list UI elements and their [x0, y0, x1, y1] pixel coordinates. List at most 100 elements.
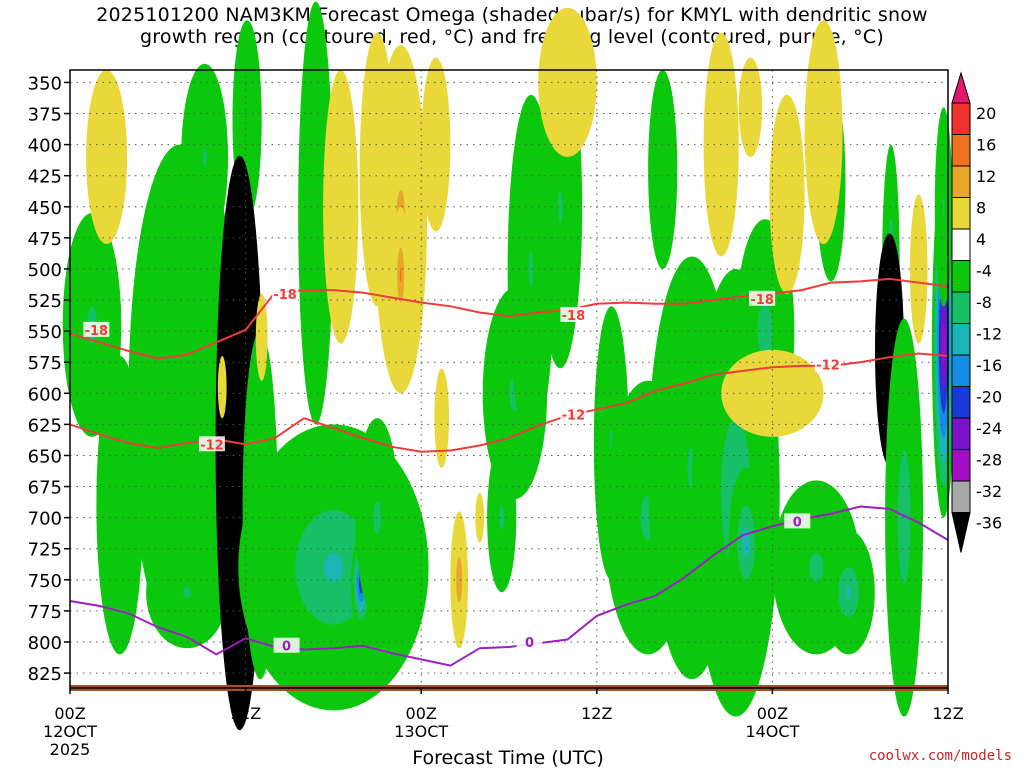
y-axis: 350 375 400 425 450 475 500 525 550 575 600 625 650 6…	[28, 73, 70, 685]
x-tick-label-60: 12Z	[932, 704, 963, 723]
omega-cell-41-band-0	[434, 368, 450, 468]
contour-label-2: -18	[562, 309, 586, 324]
y-tick-label-575: 575	[28, 353, 62, 374]
colorbar-label-12: -32	[976, 482, 1002, 501]
colorbar-segment-9	[951, 354, 971, 387]
colorbar-segment-7	[951, 291, 971, 324]
omega-cell-3-band-1	[183, 586, 192, 598]
chart-title: 2025101200 NAM3KM Forecast Omega (shaded…	[0, 4, 1024, 48]
contour-label-bg-5	[560, 406, 587, 422]
y-tick-label-350: 350	[28, 73, 62, 94]
colorbar-label-6: -8	[976, 293, 992, 312]
omega-cell-30-band-6	[942, 322, 945, 365]
omega-cell-38-band-2	[399, 268, 402, 283]
isotherm-minus18-line	[69, 277, 949, 360]
colorbar-label-13: -36	[976, 514, 1002, 533]
y-tick-label-375: 375	[28, 105, 62, 126]
plot-frame	[69, 69, 949, 689]
omega-cell-12-band-0	[298, 1, 334, 425]
omega-cell-16-band-1	[558, 190, 563, 223]
y-tick-label-625: 625	[28, 415, 62, 436]
omega-cell-39-band-0	[421, 57, 451, 232]
x-tick-label-12: 12Z	[230, 704, 261, 723]
omega-cell-33-band-0	[217, 356, 227, 419]
x-tick-label-48: 00Z	[757, 704, 788, 723]
omega-cell-45-band-0	[738, 57, 763, 157]
x-tick-label-24: 00Z	[406, 704, 437, 723]
omega-shading	[62, 1, 956, 731]
omega-cell-24-band-1	[809, 552, 824, 582]
contour-label-bg-8	[516, 633, 543, 649]
colorbar: 20 16 12 8 4 -4 -8 -12 -16 -20 -24 -28 -32 -36	[951, 71, 1002, 553]
omega-cell-11-band-1	[373, 500, 381, 535]
omega-cell-46-band-0	[769, 94, 805, 294]
contour-label-6: -12	[816, 359, 840, 374]
y-tick-label-450: 450	[28, 198, 62, 219]
x-tick-date-48: 14OCT	[745, 722, 799, 741]
omega-cell-40-band-1	[456, 556, 463, 603]
contour-label-9: 0	[793, 515, 802, 530]
contour-label-1: -18	[273, 288, 297, 303]
colorbar-segment-2	[951, 134, 971, 167]
contour-label-8: 0	[525, 636, 534, 651]
contour-label-bg-7	[273, 637, 300, 653]
omega-cell-4-band-1	[202, 147, 207, 167]
colorbar-label-5: -4	[976, 262, 992, 281]
contour-label-4: -12	[200, 438, 224, 453]
y-tick-label-725: 725	[28, 540, 62, 561]
y-tick-label-525: 525	[28, 291, 62, 312]
colorbar-label-1: 16	[976, 136, 996, 155]
contour-label-0: -18	[85, 324, 109, 339]
colorbar-segment-5	[951, 228, 971, 261]
y-tick-label-700: 700	[28, 509, 62, 530]
contour-label-bg-1	[272, 285, 299, 301]
y-tick-label-400: 400	[28, 136, 62, 157]
chart-title-line-1: 2025101200 NAM3KM Forecast Omega (shaded…	[96, 4, 928, 26]
omega-cell-14-band-1	[499, 505, 505, 530]
colorbar-top-arrow	[951, 71, 971, 104]
colorbar-segment-6	[951, 260, 971, 293]
colorbar-label-0: 20	[976, 104, 996, 123]
y-tick-label-650: 650	[28, 446, 62, 467]
omega-cell-35-band-0	[323, 70, 359, 344]
y-tick-label-425: 425	[28, 167, 62, 188]
x-tick-date-0: 12OCT	[43, 722, 97, 741]
colorbar-label-8: -16	[976, 356, 1002, 375]
y-tick-label-825: 825	[28, 664, 62, 685]
omega-cell-34-band-0	[255, 293, 268, 381]
x-axis-label: Forecast Time (UTC)	[412, 747, 603, 768]
colorbar-segment-1	[951, 102, 971, 135]
contour-label-bg-2	[560, 306, 587, 322]
x-tick-date-24: 13OCT	[394, 722, 448, 741]
contour-label-bg-3	[749, 290, 776, 306]
y-tick-label-475: 475	[28, 229, 62, 250]
omega-cell-32-band-0	[86, 70, 128, 244]
omega-cell-15-band-1	[528, 251, 534, 287]
colorbar-label-11: -28	[976, 451, 1002, 470]
colorbar-segment-13	[951, 480, 971, 513]
omega-cell-43-band-0	[538, 7, 597, 157]
x-tick-year-0: 2025	[50, 740, 91, 759]
colorbar-label-3: 8	[976, 199, 986, 218]
x-tick-label-0: 00Z	[54, 704, 85, 723]
contour-label-3: -18	[750, 293, 774, 308]
contour-label-bg-4	[198, 436, 225, 452]
colorbar-label-4: 4	[976, 230, 986, 249]
contour-label-bg-6	[815, 356, 842, 372]
contour-label-7: 0	[282, 640, 291, 655]
y-tick-label-750: 750	[28, 571, 62, 592]
credit-link[interactable]: coolwx.com/models	[869, 748, 1012, 764]
colorbar-segment-4	[951, 197, 971, 230]
y-tick-label-800: 800	[28, 633, 62, 654]
colorbar-segment-11	[951, 417, 971, 450]
colorbar-segment-12	[951, 449, 971, 482]
omega-cell-23-band-1	[757, 302, 773, 361]
colorbar-segment-8	[951, 323, 971, 356]
contour-label-bg-9	[784, 513, 811, 529]
omega-cell-9-band-2	[323, 553, 343, 582]
y-tick-label-600: 600	[28, 384, 62, 405]
y-tick-label-775: 775	[28, 602, 62, 623]
colorbar-label-2: 12	[976, 167, 996, 186]
